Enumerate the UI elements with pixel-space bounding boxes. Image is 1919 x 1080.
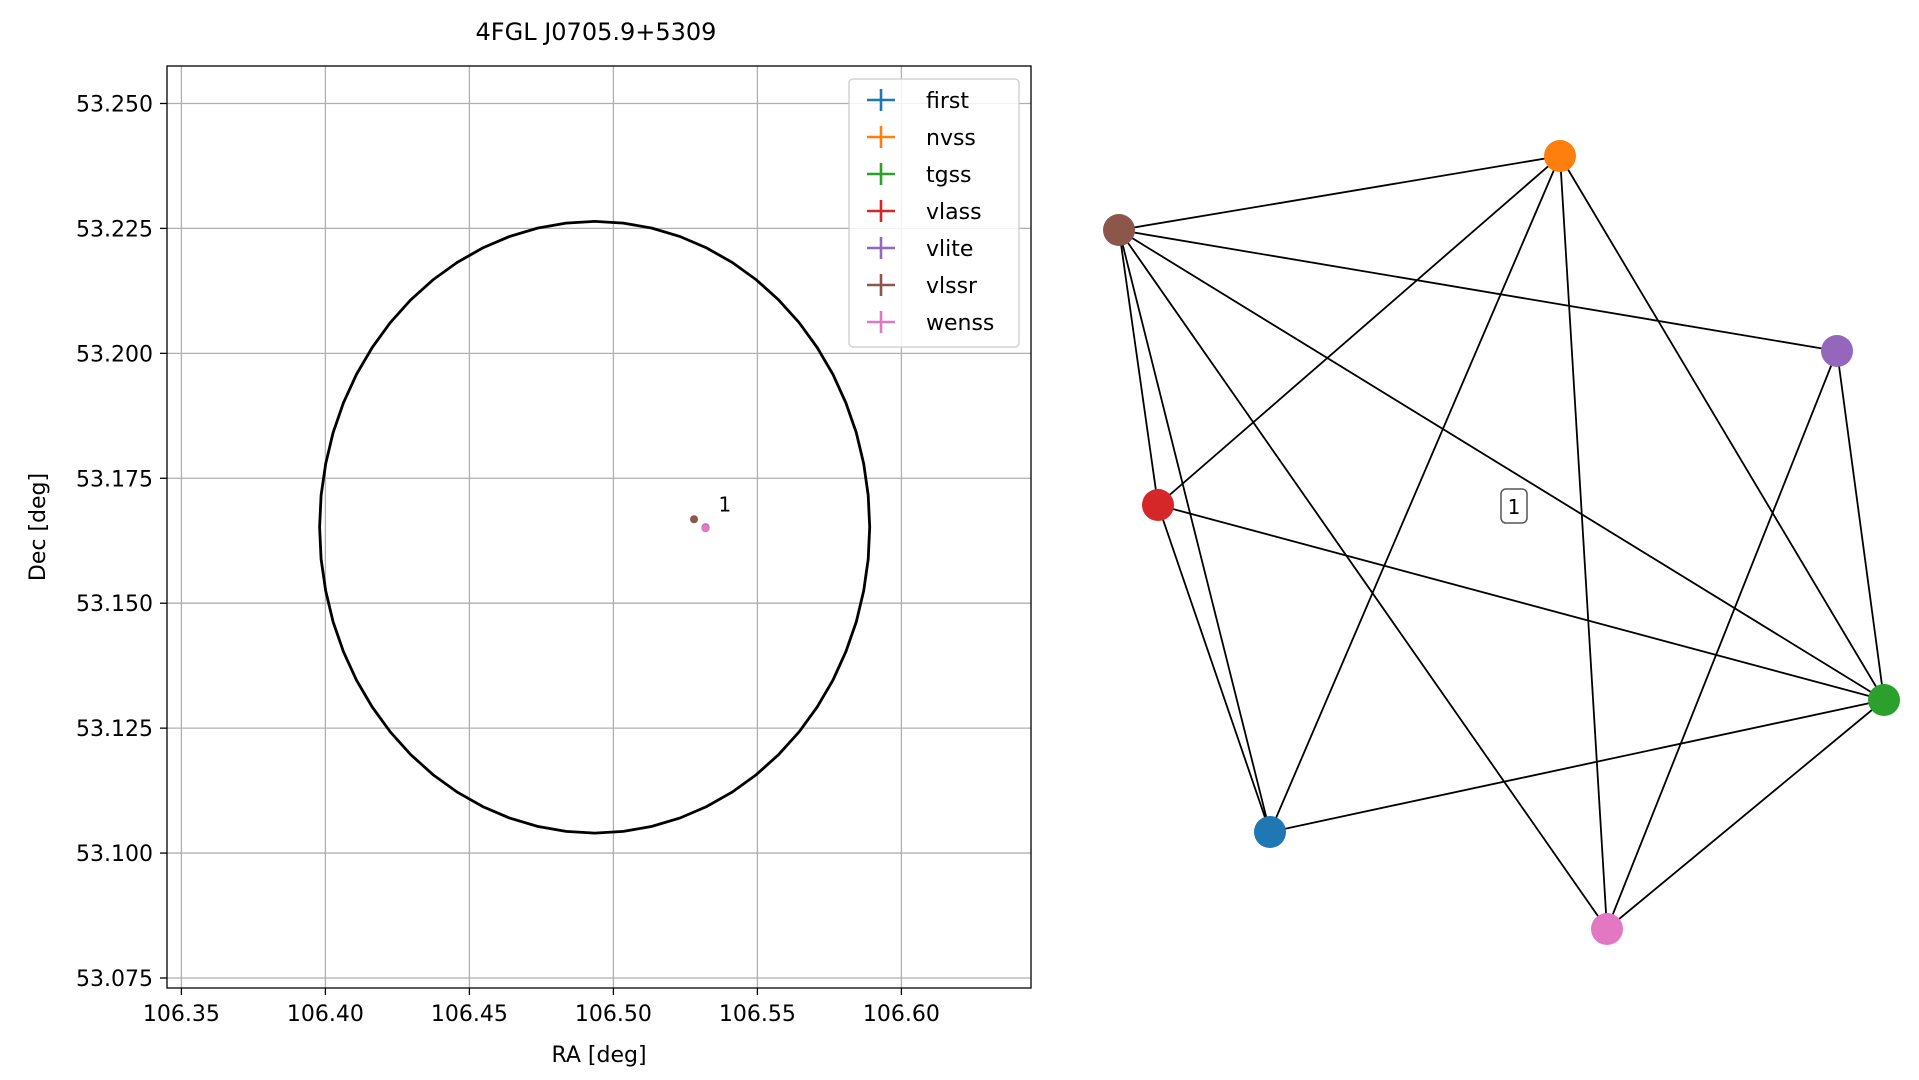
cluster-annotation: 1 bbox=[718, 492, 731, 516]
cluster-label-frame bbox=[1500, 488, 1528, 524]
legend-label: wenss bbox=[926, 311, 994, 336]
localization-ellipse bbox=[318, 219, 872, 835]
edge-vlssr-wenss bbox=[1118, 229, 1608, 930]
y-tick-label: 53.225 bbox=[76, 217, 153, 242]
y-tick-label: 53.100 bbox=[76, 842, 153, 867]
edge-vlssr-tgss bbox=[1118, 229, 1885, 701]
edge-vlssr-vlass bbox=[1118, 229, 1159, 506]
y-tick-label: 53.075 bbox=[76, 967, 153, 992]
edge-wenss-tgss bbox=[1606, 699, 1885, 930]
node-tgss bbox=[1868, 684, 1900, 716]
edge-vlass-first bbox=[1157, 504, 1271, 833]
cluster-label: 1 bbox=[1508, 495, 1521, 519]
axes-frame bbox=[166, 65, 1032, 989]
edge-nvss-vlass bbox=[1157, 155, 1561, 506]
legend-label: vlssr bbox=[926, 274, 978, 299]
legend: first nvss tgss vlass vlite vlssr wenss bbox=[848, 78, 1020, 348]
edge-vlite-wenss bbox=[1606, 350, 1838, 930]
network-graph: 1 bbox=[1103, 140, 1900, 945]
legend-item-vlssr: vlssr bbox=[867, 274, 978, 299]
x-axis-ticks: 106.35 106.40 106.45 106.50 106.55 106.60 bbox=[143, 988, 940, 1027]
x-tick-label: 106.45 bbox=[431, 1002, 508, 1027]
node-wenss bbox=[1591, 913, 1623, 945]
cluster-label-box: 1 bbox=[1500, 488, 1528, 524]
legend-label: tgss bbox=[926, 163, 972, 188]
x-tick-label: 106.40 bbox=[287, 1002, 364, 1027]
edge-nvss-first bbox=[1269, 155, 1561, 833]
sky-plot: 4FGL J0705.9+5309 106.35 106.40 106.45 106.… bbox=[26, 18, 1032, 1068]
legend-box bbox=[848, 78, 1020, 348]
node-vlass bbox=[1142, 489, 1174, 521]
x-axis-label: RA [deg] bbox=[551, 1043, 646, 1068]
point-vlssr bbox=[690, 515, 699, 524]
y-tick-label: 53.175 bbox=[76, 467, 153, 492]
point-wenss bbox=[701, 524, 710, 533]
source-points bbox=[690, 515, 710, 533]
x-tick-label: 106.55 bbox=[719, 1002, 796, 1027]
y-tick-label: 53.125 bbox=[76, 717, 153, 742]
y-axis-ticks: 53.075 53.100 53.125 53.150 53.175 53.200 53.2… bbox=[76, 92, 167, 992]
edge-vlass-tgss bbox=[1157, 504, 1885, 701]
edge-vlite-tgss bbox=[1836, 350, 1885, 701]
edge-nvss-tgss bbox=[1559, 155, 1885, 701]
legend-item-tgss: tgss bbox=[867, 163, 972, 188]
edge-first-tgss bbox=[1269, 699, 1885, 833]
y-tick-label: 53.200 bbox=[76, 342, 153, 367]
x-tick-label: 106.50 bbox=[575, 1002, 652, 1027]
node-vlite bbox=[1821, 335, 1853, 367]
edge-vlssr-nvss bbox=[1118, 155, 1561, 231]
legend-item-wenss: wenss bbox=[867, 311, 994, 336]
x-tick-label: 106.60 bbox=[863, 1002, 940, 1027]
x-tick-label: 106.35 bbox=[143, 1002, 220, 1027]
legend-label: vlite bbox=[926, 237, 973, 262]
edge-vlssr-first bbox=[1118, 229, 1271, 833]
node-nvss bbox=[1544, 140, 1576, 172]
plot-title: 4FGL J0705.9+5309 bbox=[476, 18, 717, 46]
edge-vlssr-vlite bbox=[1118, 229, 1838, 352]
graph-edges bbox=[1118, 155, 1885, 930]
legend-label: nvss bbox=[926, 126, 976, 151]
node-first bbox=[1254, 816, 1286, 848]
y-axis-label: Dec [deg] bbox=[26, 473, 51, 581]
legend-item-vlite: vlite bbox=[867, 237, 973, 262]
legend-label: vlass bbox=[926, 200, 982, 225]
node-vlssr bbox=[1103, 214, 1135, 246]
y-tick-label: 53.150 bbox=[76, 592, 153, 617]
graph-nodes bbox=[1103, 140, 1900, 945]
legend-item-nvss: nvss bbox=[867, 126, 976, 151]
legend-item-first: first bbox=[867, 89, 969, 114]
edge-nvss-wenss bbox=[1559, 155, 1608, 930]
legend-label: first bbox=[926, 89, 969, 114]
legend-item-vlass: vlass bbox=[867, 200, 982, 225]
y-tick-label: 53.250 bbox=[76, 92, 153, 117]
